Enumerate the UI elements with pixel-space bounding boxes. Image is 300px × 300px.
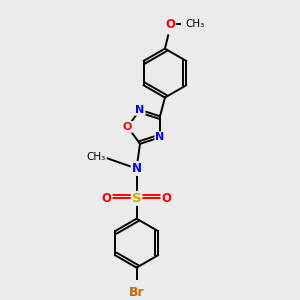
- Text: O: O: [123, 122, 132, 132]
- Text: N: N: [155, 132, 165, 142]
- Text: S: S: [132, 192, 141, 205]
- Text: O: O: [165, 18, 175, 31]
- Text: CH₃: CH₃: [86, 152, 105, 162]
- Text: CH₃: CH₃: [186, 19, 205, 29]
- Text: N: N: [132, 162, 142, 175]
- Text: Br: Br: [129, 286, 144, 298]
- Text: O: O: [161, 192, 171, 205]
- Text: N: N: [135, 105, 145, 115]
- Text: O: O: [102, 192, 112, 205]
